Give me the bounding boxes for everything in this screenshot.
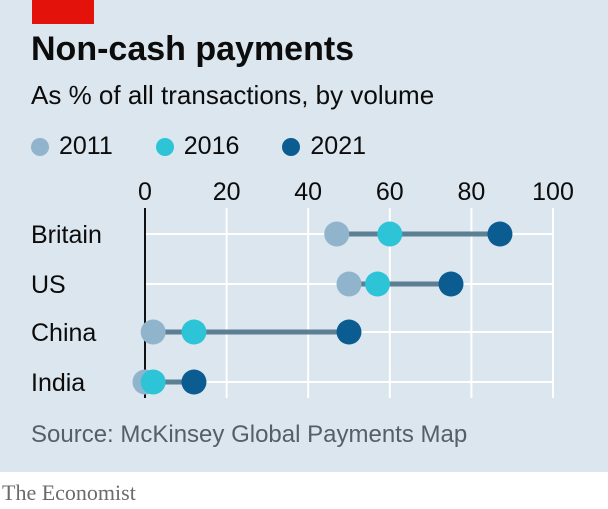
x-tick-label: 20: [213, 180, 241, 206]
row-label-china: China: [31, 319, 96, 347]
point-us-2021: [438, 271, 464, 297]
chart-title: Non-cash payments: [31, 30, 355, 68]
point-india-2016: [140, 369, 166, 395]
point-china-2011: [140, 319, 166, 345]
legend-label-2016: 2016: [183, 132, 240, 160]
point-britain-2011: [324, 221, 350, 247]
x-tick-label: 60: [376, 180, 404, 206]
brand-tag: [32, 0, 94, 24]
point-britain-2021: [487, 221, 513, 247]
legend-item-2011: 2011: [31, 132, 113, 161]
dot-plot: 0 20 40 60 80 100 Britain US China India: [31, 180, 574, 398]
x-tick-label: 100: [532, 180, 574, 206]
legend-item-2021: 2021: [282, 132, 366, 161]
row-label-us: US: [31, 271, 66, 299]
legend-dot-2016: [155, 137, 174, 156]
point-india-2021: [181, 369, 207, 395]
legend-dot-2021: [282, 137, 301, 156]
source-note: Source: McKinsey Global Payments Map: [31, 421, 468, 448]
point-china-2016: [181, 319, 207, 345]
legend-dot-2011: [31, 137, 49, 156]
x-tick-label: 80: [457, 180, 485, 206]
legend: 2011 2016 2021: [31, 132, 409, 161]
legend-label-2011: 2011: [59, 132, 113, 160]
publisher-logo: The Economist: [2, 480, 136, 505]
legend-label-2021: 2021: [310, 132, 367, 160]
legend-item-2016: 2016: [155, 132, 240, 161]
row-label-india: India: [31, 369, 85, 397]
x-tick-label: 0: [138, 180, 152, 206]
point-britain-2016: [377, 221, 403, 247]
row-label-britain: Britain: [31, 221, 102, 249]
point-china-2021: [336, 319, 362, 345]
point-us-2011: [336, 271, 362, 297]
chart-subtitle: As % of all transactions, by volume: [31, 80, 435, 110]
x-tick-label: 40: [294, 180, 322, 206]
point-us-2016: [365, 271, 391, 297]
